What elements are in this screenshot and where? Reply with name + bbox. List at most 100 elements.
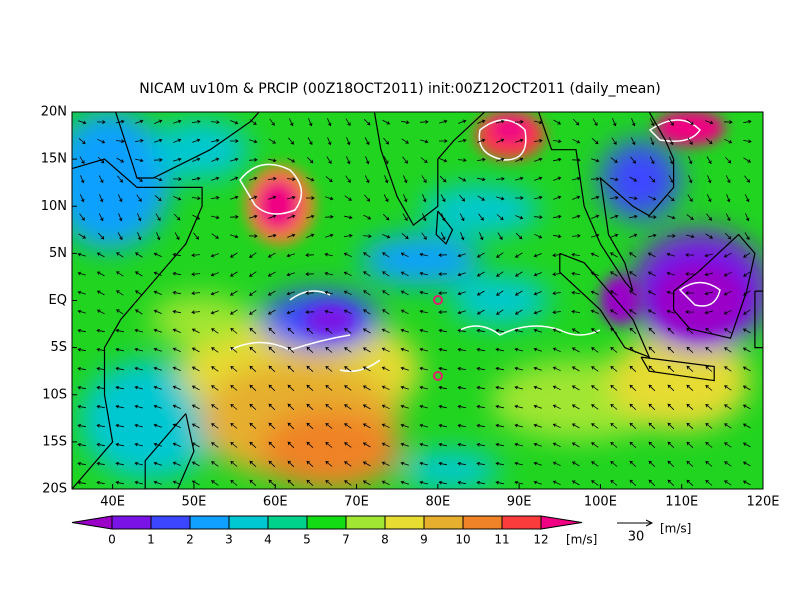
- wind-arrow: [629, 403, 637, 410]
- coastline: [115, 112, 260, 179]
- colorbar-segment: [345, 515, 386, 530]
- wind-arrow: [267, 252, 276, 258]
- wind-arrow: [552, 423, 561, 429]
- wind-arrow: [155, 213, 161, 222]
- wind-arrow: [706, 156, 712, 165]
- wind-arrow: [136, 194, 142, 202]
- wind-arrow: [649, 175, 656, 183]
- wind-arrow: [381, 385, 390, 391]
- wind-arrow: [534, 120, 543, 125]
- wind-arrow: [363, 252, 371, 258]
- wind-arrow: [153, 158, 163, 162]
- wind-arrow: [154, 119, 163, 124]
- wind-arrow: [648, 195, 657, 201]
- wind-arrow: [552, 272, 562, 277]
- wind-arrow: [533, 461, 542, 466]
- wind-arrow: [230, 423, 238, 429]
- wind-arrow: [96, 347, 105, 352]
- wind-arrow: [515, 232, 523, 240]
- wind-arrow: [230, 366, 238, 372]
- wind-arrow: [249, 346, 257, 353]
- wind-arrow: [421, 175, 427, 184]
- wind-arrow: [744, 194, 750, 203]
- wind-arrow: [667, 365, 675, 373]
- wind-arrow: [211, 347, 219, 353]
- wind-arrow: [96, 252, 105, 258]
- wind-arrow: [78, 138, 86, 145]
- wind-arrow: [248, 234, 258, 238]
- wind-arrow: [706, 213, 712, 221]
- wind-arrow: [631, 118, 636, 127]
- wind-arrow: [288, 118, 294, 127]
- lon-label: 80E: [425, 495, 450, 510]
- wind-arrow: [496, 309, 504, 315]
- wind-arrow: [725, 156, 732, 164]
- wind-arrow: [533, 215, 543, 220]
- wind-arrow: [153, 309, 162, 314]
- wind-arrow: [287, 346, 295, 354]
- lon-label: 100E: [584, 495, 617, 510]
- wind-arrow: [267, 271, 276, 277]
- wind-arrow: [400, 423, 409, 428]
- wind-arrow: [457, 253, 466, 258]
- wind-arrow: [476, 290, 485, 296]
- wind-arrow: [571, 290, 581, 295]
- wind-arrow: [552, 347, 561, 353]
- wind-arrow: [571, 347, 580, 353]
- wind-arrow: [476, 404, 485, 409]
- wind-arrow: [382, 213, 390, 221]
- wind-arrow: [403, 175, 408, 184]
- wind-arrow: [268, 384, 276, 392]
- wind-arrow: [153, 442, 162, 447]
- wind-arrow: [364, 137, 370, 146]
- wind-arrow: [115, 366, 124, 371]
- wind-arrow: [249, 139, 258, 144]
- wind-arrow: [457, 158, 467, 163]
- wind-arrow: [172, 157, 182, 162]
- wind-arrow: [648, 460, 656, 468]
- wind-arrow: [514, 404, 523, 409]
- coastline: [144, 413, 195, 489]
- wind-arrow: [723, 290, 732, 296]
- wind-arrow: [344, 366, 352, 372]
- wind-arrow: [592, 118, 598, 127]
- wind-arrow: [460, 232, 465, 241]
- wind-arrow: [288, 137, 295, 145]
- wind-arrow: [477, 195, 485, 201]
- wind-arrow: [307, 137, 313, 146]
- wind-arrow: [479, 232, 484, 241]
- wind-arrow: [344, 442, 352, 448]
- wind-arrow: [742, 347, 751, 353]
- wind-arrow: [440, 232, 446, 241]
- colorbar-label: 5: [303, 533, 311, 547]
- wind-arrow: [325, 366, 333, 372]
- wind-arrow: [134, 252, 143, 258]
- wind-arrow: [96, 385, 105, 390]
- wind-arrow: [77, 309, 86, 314]
- wind-arrow: [495, 347, 504, 352]
- wind-arrow: [400, 252, 409, 258]
- colorbar-label: 11: [494, 533, 509, 547]
- wind-arrow: [742, 423, 751, 429]
- wind-arrow: [591, 138, 599, 145]
- wind-arrow: [134, 138, 144, 143]
- wind-arrow: [745, 213, 750, 222]
- wind-arrow: [249, 327, 257, 334]
- colorbar-label: 8: [381, 533, 389, 547]
- wind-arrow: [78, 120, 87, 125]
- wind-arrow: [382, 290, 390, 296]
- wind-arrow: [229, 309, 238, 315]
- wind-arrow: [382, 252, 390, 258]
- wind-arrow: [96, 442, 105, 447]
- wind-arrow: [666, 234, 676, 238]
- wind-arrow: [287, 233, 296, 238]
- wind-arrow: [553, 234, 562, 239]
- wind-arrow: [400, 442, 409, 447]
- wind-arrow: [534, 176, 543, 181]
- wind-arrow: [229, 290, 238, 296]
- wind-arrow: [381, 328, 390, 334]
- wind-arrow: [421, 232, 427, 240]
- wind-arrow: [134, 404, 143, 409]
- wind-arrow: [571, 442, 580, 448]
- wind-arrow: [457, 310, 466, 315]
